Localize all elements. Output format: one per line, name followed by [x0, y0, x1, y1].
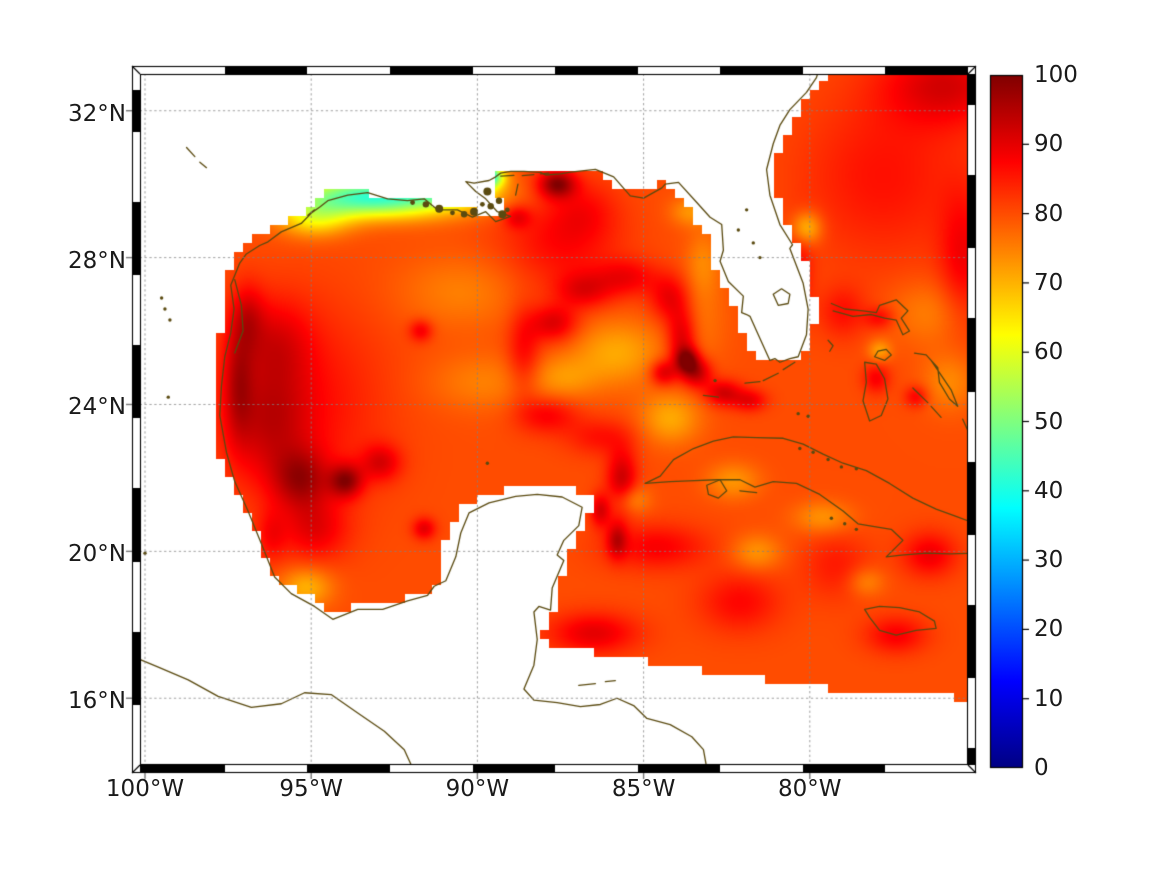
lon-tick-label: 85°W	[611, 776, 676, 802]
lat-tick-label: 32°N	[68, 100, 126, 127]
lat-tick-label: 16°N	[68, 688, 126, 715]
colorbar-tick-label: 10	[1034, 685, 1064, 712]
colorbar-tick-label: 90	[1034, 131, 1064, 158]
colorbar-tick-label: 30	[1034, 547, 1064, 574]
lon-tick-label: 95°W	[279, 776, 343, 802]
lat-tick-label: 24°N	[68, 394, 126, 421]
lat-tick-label: 28°N	[68, 247, 126, 274]
colorbar-tick-label: 60	[1034, 339, 1064, 366]
lon-tick-label: 80°W	[778, 776, 842, 802]
colorbar-tick-label: 80	[1034, 200, 1064, 227]
lat-tick-label: 20°N	[68, 541, 126, 568]
lon-tick-label: 100°W	[105, 776, 185, 802]
colorbar-tick-label: 50	[1034, 408, 1064, 435]
colorbar-tick-label: 40	[1034, 477, 1064, 504]
colorbar-tick-label: 100	[1034, 62, 1078, 88]
colorbar-tick-label: 70	[1034, 269, 1064, 296]
colorbar-tick-label: 0	[1034, 755, 1049, 781]
lon-tick-label: 90°W	[445, 776, 510, 802]
colorbar-tick-label: 20	[1034, 616, 1064, 643]
